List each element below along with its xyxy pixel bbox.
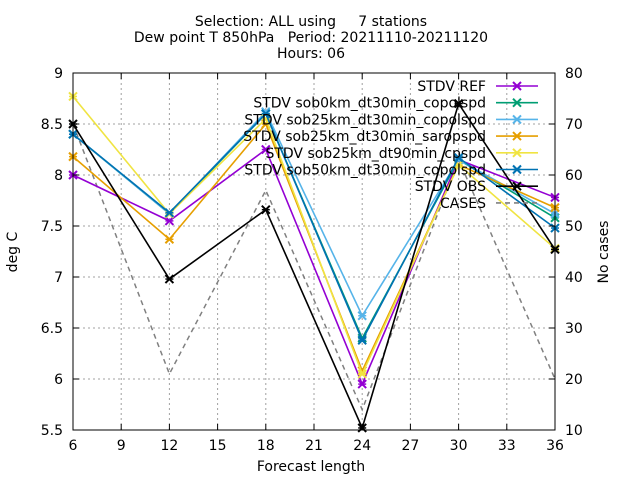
x-tick-label: 21: [305, 438, 323, 454]
data-point-stdv-ref: [357, 379, 367, 389]
legend-marker-stdv-sob25km-dt30min-copolspd: [512, 114, 522, 125]
series-cases: [72, 123, 556, 412]
data-point-stdv-sob50km-dt30min-copolspd: [261, 109, 271, 119]
data-point-stdv-sob25km-dt30min-copolspd: [357, 311, 367, 321]
legend-marker-stdv-ref: [512, 81, 522, 91]
title-line-2: Dew point T 850hPa Period: 20211110-2021…: [134, 30, 488, 46]
data-point-stdv-sob25km-dt30min-saropspd: [164, 234, 175, 244]
y2-tick-label: 80: [565, 66, 583, 82]
data-point-stdv-sob50km-dt30min-copolspd: [164, 208, 175, 218]
legend-label: STDV sob25km_dt30min_copolspd: [244, 112, 486, 128]
x-tick-label: 9: [117, 438, 126, 454]
x-tick-label: 27: [401, 438, 419, 454]
y-tick-label: 6: [54, 372, 63, 388]
y-axis-ticks: 5.5 6 6.5 7 7.5 8 8.5 9: [41, 66, 79, 439]
y2-tick-label: 60: [565, 168, 583, 184]
legend-label: STDV REF: [417, 79, 486, 95]
y-tick-label: 8.5: [41, 117, 63, 133]
y2-tick-label: 40: [565, 270, 583, 286]
x-tick-label: 18: [257, 438, 275, 454]
y-tick-label: 7.5: [41, 219, 63, 235]
x-axis-ticks: 6 9 12 15 18 21 24 27 30 33 36: [69, 73, 564, 454]
x-tick-label: 30: [450, 438, 468, 454]
data-point-stdv-obs: [453, 98, 464, 109]
y-axis-label: deg C: [5, 231, 21, 272]
legend-label: STDV sob25km_dt30min_saropspd: [243, 129, 486, 145]
y-tick-label: 8: [54, 168, 63, 184]
legend-marker-stdv-sob25km-dt30min-saropspd: [512, 131, 522, 141]
series-line-stdv-sob25km-dt90min-cpspd: [72, 95, 556, 376]
y-tick-label: 6.5: [41, 321, 63, 337]
series-line-stdv-ref: [72, 148, 556, 387]
legend-marker-stdv-sob0km-dt30min-copolspd: [512, 97, 522, 108]
x-axis-label: Forecast length: [257, 459, 365, 475]
data-point-stdv-obs: [164, 274, 175, 284]
data-point-stdv-sob25km-dt90min-cpspd: [357, 369, 367, 379]
y2-tick-label: 10: [565, 423, 583, 439]
legend-label: CASES: [440, 196, 486, 212]
data-point-stdv-sob50km-dt30min-copolspd: [357, 335, 367, 345]
data-point-stdv-ref: [261, 144, 271, 155]
x-tick-label: 6: [69, 438, 78, 454]
y2-tick-label: 30: [565, 321, 583, 337]
x-tick-label: 33: [498, 438, 516, 454]
x-tick-label: 36: [546, 438, 564, 454]
series-line-cases: [72, 123, 556, 412]
y2-axis-ticks: 10 20 30 40 50 60 70 80: [549, 66, 583, 439]
title-line-1: Selection: ALL using 7 stations: [195, 14, 427, 30]
x-tick-label: 15: [209, 438, 227, 454]
legend-marker-stdv-sob50km-dt30min-copolspd: [512, 164, 522, 175]
title-line-3: Hours: 06: [277, 46, 345, 62]
data-point-stdv-obs: [261, 204, 271, 215]
x-tick-label: 12: [160, 438, 178, 454]
legend-marker-stdv-obs: [512, 181, 522, 191]
data-point-stdv-sob50km-dt30min-copolspd: [453, 152, 464, 163]
legend-label: STDV sob50km_dt30min_copolspd: [244, 163, 486, 179]
data-point-stdv-ref: [164, 216, 175, 226]
y2-tick-label: 70: [565, 117, 583, 133]
y-tick-label: 5.5: [41, 423, 63, 439]
chart-title: Selection: ALL using 7 stations Dew poin…: [134, 14, 488, 62]
legend-label: STDV OBS: [415, 179, 486, 195]
cases-series-layer: [72, 123, 556, 412]
legend-label: STDV sob25km_dt90min_cpspd: [265, 146, 486, 162]
x-tick-label: 24: [353, 438, 371, 454]
y2-tick-label: 50: [565, 219, 583, 235]
y2-tick-label: 20: [565, 372, 583, 388]
series-line-stdv-obs: [72, 101, 556, 431]
series-line-stdv-sob50km-dt30min-copolspd: [72, 112, 556, 343]
y2-axis-label: No cases: [596, 221, 612, 284]
y-tick-label: 7: [54, 270, 63, 286]
legend-marker-stdv-sob25km-dt90min-cpspd: [512, 148, 522, 158]
y-tick-label: 9: [54, 66, 63, 82]
legend-label: STDV sob0km_dt30min_copolspd: [253, 96, 486, 112]
